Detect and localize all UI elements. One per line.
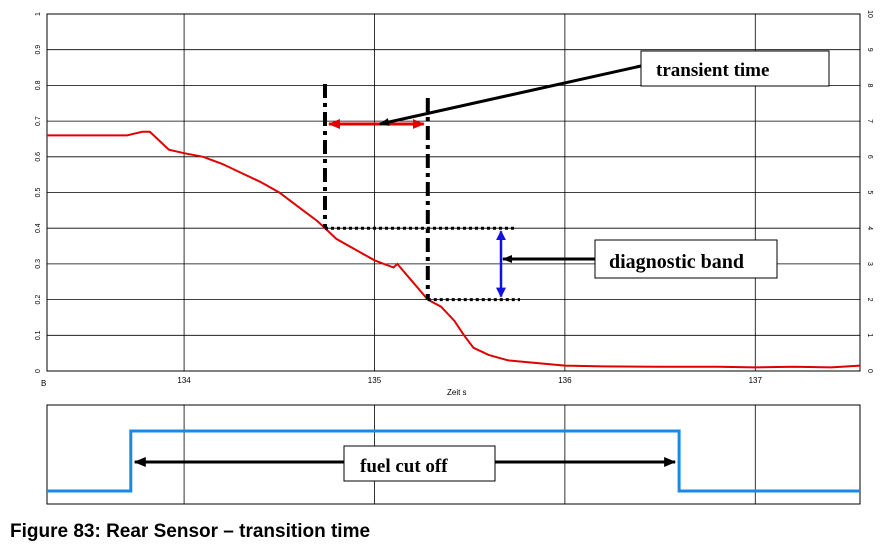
top-panel: 0 0.1 0.2 0.3 0.4 0.5 0.6 0.7 0.8 0.9 1 0 1 2 3 4 5 6 7 8 9… — [35, 10, 873, 397]
y-axis-left: 0 0.1 0.2 0.3 0.4 0.5 0.6 0.7 0.8 0.9 1 — [35, 12, 42, 373]
y2-tick-label: 4 — [866, 226, 873, 230]
y-tick-label: 0.2 — [35, 295, 42, 305]
y-axis-right: 0 1 2 3 4 5 6 7 8 9 10 — [866, 10, 873, 373]
y2-tick-label: 0 — [866, 369, 873, 373]
y2-tick-label: 7 — [866, 119, 873, 123]
y-tick-label: 0 — [35, 369, 42, 373]
y2-tick-label: 9 — [866, 48, 873, 52]
x-axis-label: Zeit s — [447, 388, 467, 397]
sensor-voltage-line — [47, 130, 861, 369]
y2-tick-label: 1 — [866, 333, 873, 337]
x-tick-label: 137 — [749, 376, 763, 385]
fuel-cut-off-label: fuel cut off — [360, 456, 448, 477]
x-origin-label: B — [41, 379, 46, 388]
y2-tick-label: 8 — [866, 83, 873, 87]
diagnostic-band-box — [594, 239, 778, 279]
diagnostic-band-label: diagnostic band — [609, 251, 744, 273]
x-tick-label: 134 — [177, 376, 191, 385]
top-grid — [47, 14, 860, 371]
transient-time-box — [640, 50, 830, 87]
y2-tick-label: 10 — [866, 10, 873, 18]
y-tick-label: 0.6 — [35, 152, 42, 162]
x-axis: 134 135 136 137 — [177, 376, 762, 385]
y2-tick-label: 3 — [866, 262, 873, 266]
bottom-panel: fuel cut off — [46, 404, 861, 505]
y-tick-label: 0.4 — [35, 223, 42, 233]
x-tick-label: 135 — [368, 376, 382, 385]
x-tick-label: 136 — [558, 376, 572, 385]
y2-tick-label: 6 — [866, 155, 873, 159]
bottom-grid — [183, 405, 756, 504]
fuel-cut-off-box — [343, 445, 496, 482]
fuel-cut-signal-line — [47, 429, 860, 493]
y-tick-label: 0.8 — [35, 80, 42, 90]
y-tick-label: 0.9 — [35, 45, 42, 55]
y-tick-label: 0.7 — [35, 116, 42, 126]
transient-time-label: transient time — [656, 60, 769, 81]
top-series-layer — [47, 130, 861, 369]
y-tick-label: 1 — [35, 12, 42, 16]
figure-caption: Figure 83: Rear Sensor – transition time — [10, 521, 371, 542]
bottom-series-layer — [47, 429, 860, 493]
figure-chart: 0 0.1 0.2 0.3 0.4 0.5 0.6 0.7 0.8 0.9 1 0 1 2 3 4 5 6 7 8 9… — [35, 10, 873, 505]
y2-tick-label: 2 — [866, 298, 873, 302]
top-annotations — [322, 64, 642, 302]
y-tick-label: 0.1 — [35, 330, 42, 340]
y2-tick-label: 5 — [866, 191, 873, 195]
transient-pointer-arrow — [379, 64, 642, 126]
y-tick-label: 0.3 — [35, 259, 42, 269]
y-tick-label: 0.5 — [35, 188, 42, 198]
